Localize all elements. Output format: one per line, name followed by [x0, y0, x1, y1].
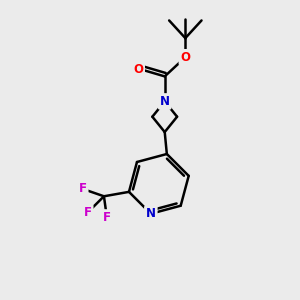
- Text: F: F: [103, 211, 111, 224]
- Text: O: O: [180, 51, 190, 64]
- Text: F: F: [84, 206, 92, 219]
- Text: O: O: [133, 62, 143, 76]
- Text: N: N: [146, 207, 156, 220]
- Text: N: N: [160, 95, 170, 108]
- Text: F: F: [79, 182, 87, 195]
